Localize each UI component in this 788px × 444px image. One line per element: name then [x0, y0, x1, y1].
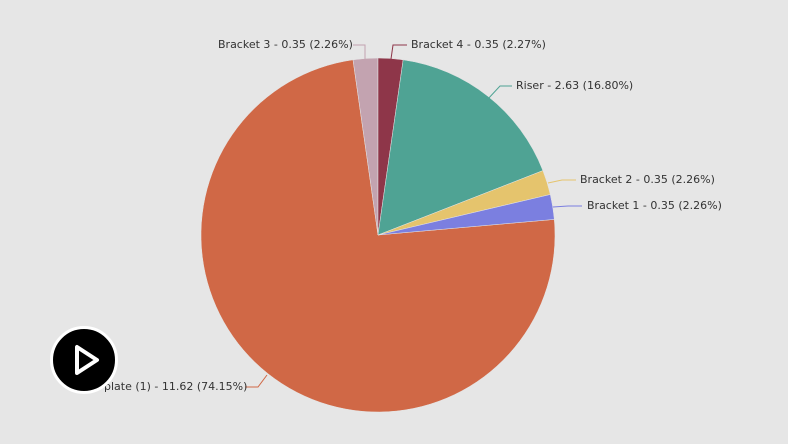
label-bracket-4: Bracket 4 - 0.35 (2.27%)	[411, 38, 546, 51]
play-button[interactable]	[50, 326, 118, 394]
play-icon	[75, 345, 99, 375]
slice-riser[interactable]	[377, 59, 544, 236]
leader-line-riser	[486, 85, 512, 101]
leader-line-bracket-1	[552, 205, 582, 208]
label-riser: Riser - 2.63 (16.80%)	[516, 79, 634, 92]
slice-bracket-1[interactable]	[377, 194, 555, 236]
label-bracket-3: Bracket 3 - 0.35 (2.26%)	[218, 38, 353, 51]
slice-top-plate[interactable]	[200, 59, 556, 413]
leader-line-bracket-4	[390, 44, 407, 60]
label-bracket-2: Bracket 2 - 0.35 (2.26%)	[580, 173, 715, 186]
leader-line-top-plate	[245, 374, 268, 388]
label-top-plate: plate (1) - 11.62 (74.15%)	[104, 380, 248, 393]
leader-line-bracket-3	[353, 44, 366, 59]
leader-line-bracket-2	[547, 179, 576, 184]
label-bracket-1: Bracket 1 - 0.35 (2.26%)	[587, 199, 722, 212]
